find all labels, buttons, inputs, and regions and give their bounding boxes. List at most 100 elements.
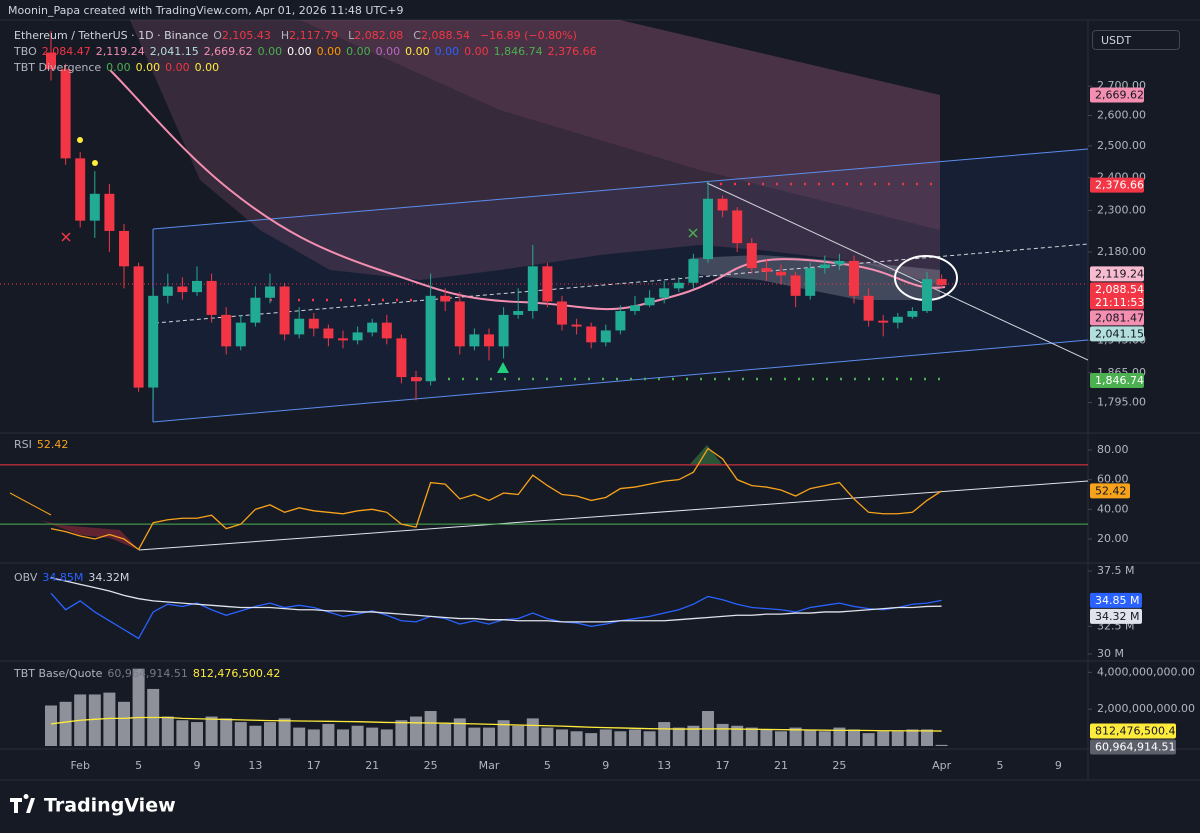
x-tick-label: 5 [135,759,142,772]
price-badge-label: 1,846.74 [1095,374,1144,387]
indicator-value: 2,041.15 [149,45,199,58]
volume-bar [833,727,846,746]
ohlc-item: H2,117.79 [281,29,343,42]
y-tick-label: 2,600.00 [1097,108,1146,121]
indicator-value: 2,376.66 [547,45,597,58]
price-badge [1090,608,1142,624]
x-tick-label: 13 [248,759,262,772]
currency-button[interactable]: USDT [1092,30,1180,50]
ohlc-key: O [213,29,222,42]
volume-bar [512,725,525,746]
volume-bar [453,718,466,746]
change: −16.89 (−0.80%) [479,29,577,42]
candle-body [119,230,129,267]
candle-body [440,295,451,302]
indicator-value: 2,084.47 [41,45,91,58]
obv-pane [50,577,942,640]
channel-fill [153,149,1088,422]
indicator-value: 1,846.74 [493,45,543,58]
x-tick-label: 25 [832,759,846,772]
volume-bar [161,716,174,746]
candle-body [892,316,903,323]
indicator-value: 0.00 [464,45,489,58]
obv-line [50,577,942,623]
candle-body [221,314,232,347]
volume-bar [935,744,948,746]
volume-bar [337,729,349,746]
x-tick-label: Apr [932,759,952,772]
price-badge-label: 34.85 M [1095,594,1139,607]
candle-body [206,280,217,315]
candles [46,30,947,401]
x-tick-label: 9 [602,759,609,772]
indicator-value: 0.00 [135,61,161,74]
volume-bar [629,729,641,746]
volume-bar [921,729,933,746]
volume-bar [877,731,890,746]
indicator-value: 0.00 [194,61,220,74]
candle-body [294,318,305,335]
candle-body [60,69,71,159]
indicator-name: TBO [14,45,37,58]
x-tick-label: Feb [70,759,89,772]
ohlc-item: L2,082.08 [348,29,408,42]
indicator-value: 0.00 [346,45,371,58]
obv-legend: OBV 34.85M 34.32M [14,570,134,586]
volume-bar [410,716,422,746]
rsi-oversold-fill [40,520,139,550]
y-tick-label: 2,300.00 [1097,203,1146,216]
volume-bar [351,725,364,746]
candle-body [381,322,392,339]
candle-body [863,295,874,321]
indicator-value: 34.32M [88,571,130,584]
volume-bar [278,718,291,746]
x-tick-label: 5 [544,759,551,772]
volume-bar [570,731,583,746]
candle-body [323,328,334,339]
candle-body [308,318,319,329]
axes: 2,700.002,600.002,500.002,400.002,300.00… [70,79,1195,772]
candle-body [513,311,524,315]
trendline [706,182,1088,361]
volume-bar [424,711,437,746]
candle-body [688,259,699,283]
candle-body [849,260,859,296]
candle-body [717,198,728,211]
candle-body [250,297,261,323]
candle-body [338,338,348,341]
signal-x [688,228,698,238]
volume-bar [483,727,495,746]
logo: TradingView [10,794,176,817]
countdown: 21:11:53 [1095,296,1144,309]
candle-body [279,286,290,335]
volume-bar [731,725,744,746]
candle-body [878,320,889,323]
pane-borders [0,19,1200,781]
candle-body [484,334,494,347]
brand: TradingView [44,795,176,817]
volume-bar [541,727,554,746]
price-badge [1090,177,1144,193]
candle-body [732,210,743,244]
ohlc-value: 2,105.43 [221,29,271,42]
price-badge-label: 812,476,500.42 [1095,725,1182,738]
volume-bar [59,701,72,746]
price-badge [1090,739,1176,755]
symbol-title: Ethereum / TetherUS · 1D · Binance [14,29,209,42]
rsi-pane [0,447,1088,551]
volume-bar [118,701,130,746]
volume-bar [234,722,247,746]
volume-pane [45,668,948,746]
candle-body [235,322,246,347]
x-tick-label: 5 [997,759,1004,772]
ohlc-item: O2,105.43 [213,29,276,42]
volume-bar [88,694,101,746]
price-badge-label: 2,376.66 [1095,179,1144,192]
indicator-value: 0.00 [287,45,312,58]
volume-bar [906,729,919,746]
candle-body [630,305,640,312]
y-tick-label: 80.00 [1097,443,1129,456]
y-tick-label: 37.5 M [1097,564,1134,577]
candle-body [469,334,480,347]
